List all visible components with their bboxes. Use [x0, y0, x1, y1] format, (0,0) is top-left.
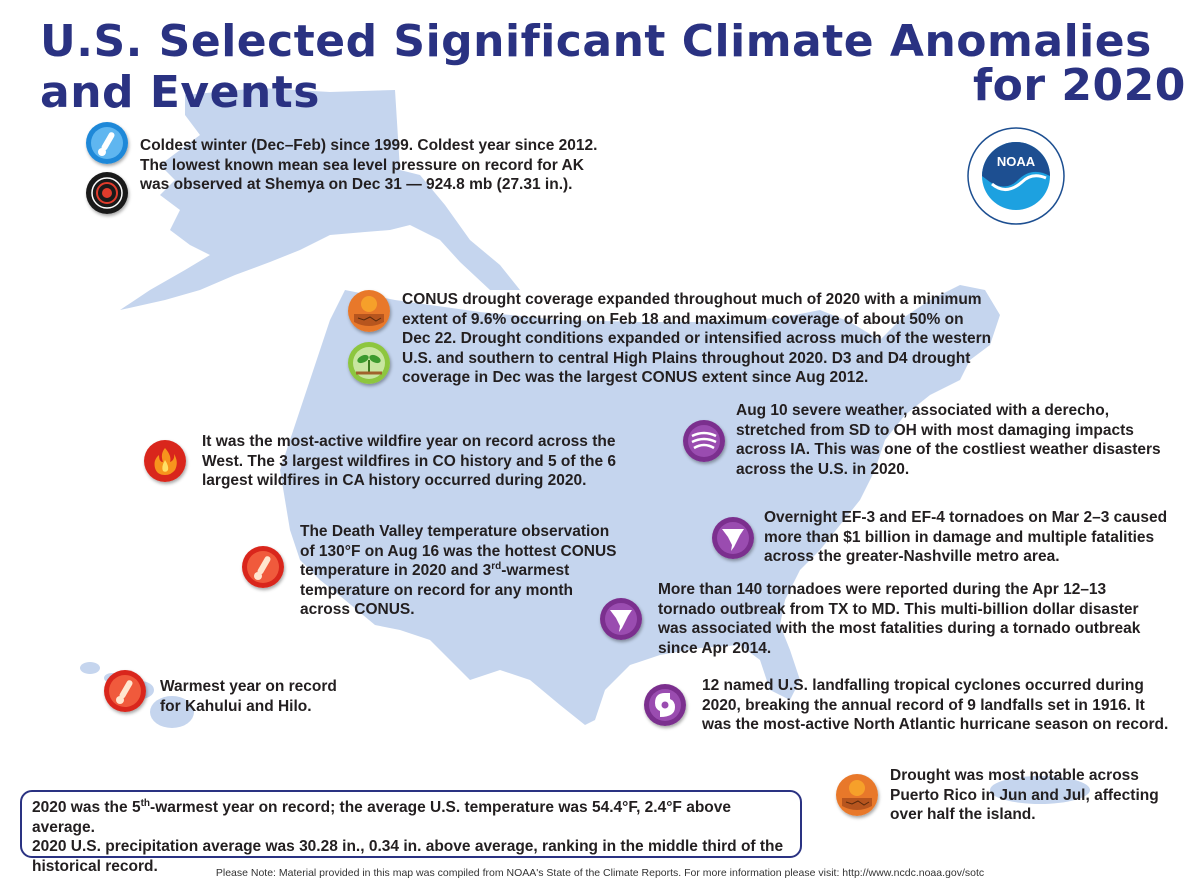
hawaii-annotation: Warmest year on record for Kahului and H…	[160, 678, 337, 715]
summary-precipitation-cont: historical record.	[32, 857, 158, 875]
death-valley-annotation: The Death Valley temperature observation…	[300, 523, 617, 618]
tropical-cyclones-annotation: 12 named U.S. landfalling tropical cyclo…	[702, 677, 1169, 733]
hawaii-heat-thermometer-icon	[104, 670, 146, 712]
cold-thermometer-icon	[86, 122, 128, 164]
conus-landmass	[280, 285, 1000, 725]
wildfire-icon	[144, 440, 186, 482]
alaska-annotation: Coldest winter (Dec–Feb) since 1999. Col…	[140, 137, 598, 193]
derecho-annotation: Aug 10 severe weather, associated with a…	[736, 402, 1161, 478]
puerto-rico-landmass	[990, 776, 1090, 804]
nashville-tornado-annotation: Overnight EF-3 and EF-4 tornadoes on Mar…	[764, 509, 1168, 565]
drought-annotation: CONUS drought coverage expanded througho…	[402, 291, 992, 386]
derecho-wind-icon	[683, 420, 725, 462]
alaska-landmass	[120, 88, 520, 310]
svg-text:NOAA: NOAA	[997, 154, 1036, 169]
easter-tornado-outbreak-annotation: More than 140 tornadoes were reported du…	[658, 581, 1141, 657]
footer-note: Please Note: Material provided in this m…	[215, 867, 985, 879]
low-pressure-icon	[86, 172, 128, 214]
puerto-rico-annotation: Drought was most notable across Puerto R…	[890, 767, 1159, 823]
wildfire-annotation: It was the most-active wildfire year on …	[202, 433, 616, 489]
summary-precipitation: 2020 U.S. precipitation average was 30.2…	[32, 838, 784, 855]
tornado-icon	[712, 517, 754, 559]
noaa-logo: NOAA	[966, 126, 1066, 226]
summary-temperature: 2020 was the 5th-warmest year on record;…	[32, 797, 732, 836]
hawaii-landmass	[150, 696, 194, 728]
page-title-year: for 2020	[973, 60, 1186, 111]
vegetation-icon	[348, 342, 390, 384]
tornado-outbreak-icon	[600, 598, 642, 640]
hurricane-icon	[644, 684, 686, 726]
page-title: U.S. Selected Significant Climate Anomal…	[40, 16, 1152, 118]
drought-icon	[348, 290, 390, 332]
heat-thermometer-icon	[242, 546, 284, 588]
national-summary-box: 2020 was the 5th-warmest year on record;…	[20, 790, 802, 875]
puerto-rico-drought-icon	[836, 774, 878, 816]
